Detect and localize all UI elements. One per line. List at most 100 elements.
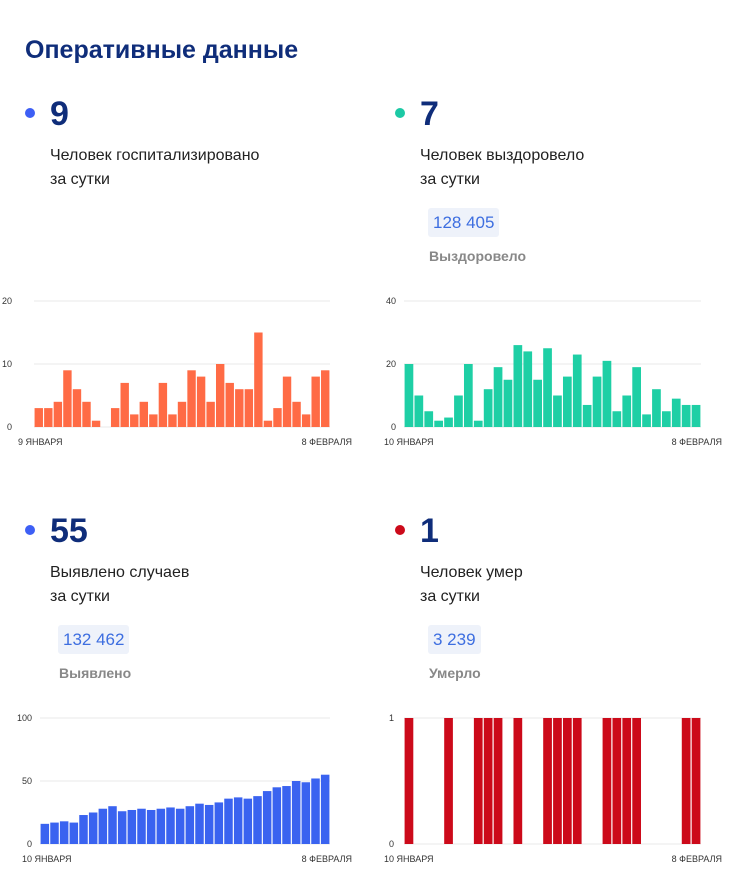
cases-bar-19 [224, 798, 233, 844]
deaths-bar-20 [602, 718, 612, 844]
cases-bar-18 [214, 802, 224, 844]
deaths-y-tick-label-1: 1 [389, 713, 394, 723]
cases-bar-5 [88, 812, 98, 844]
deaths-y-tick-label-0: 0 [389, 839, 394, 849]
cases-bar-12 [156, 808, 166, 844]
cases-total-badge: 132 462 [58, 625, 130, 654]
recovered-bar-8 [483, 389, 493, 427]
cases-bar-17 [204, 804, 214, 844]
deaths-bar-21 [612, 718, 622, 844]
hospitalized-dot-icon [25, 108, 35, 118]
recovered-bar-15 [553, 395, 562, 427]
cases-description: Выявлено случаев за сутки [50, 564, 190, 605]
recovered-bar-13 [533, 379, 542, 427]
hospitalized-bar-21 [235, 389, 244, 427]
recovered-total-badge: 128 405 [428, 208, 500, 237]
cases-bar-26 [291, 781, 301, 844]
cases-bar-2 [59, 821, 69, 844]
cases-bar-10 [137, 808, 146, 844]
cases-bar-15 [185, 806, 195, 844]
deaths-bar-0 [404, 718, 414, 844]
cases-bar-6 [98, 808, 108, 844]
hospitalized-bar-1 [44, 408, 53, 427]
recovered-bar-20 [602, 360, 612, 427]
deaths-bar-7 [473, 718, 483, 844]
hospitalized-bar-29 [311, 376, 320, 427]
hospitalized-y-tick-label-0: 0 [7, 422, 12, 432]
hospitalized-bar-8 [110, 408, 120, 427]
deaths-bar-9 [493, 718, 503, 844]
deaths-bar-17 [572, 718, 582, 844]
cases-y-tick-label-2: 100 [17, 713, 32, 723]
recovered-bar-2 [424, 411, 434, 427]
cases-dot-icon [25, 525, 35, 535]
hospitalized-bar-24 [263, 420, 273, 427]
deaths-dot-icon [395, 525, 405, 535]
deaths-bar-22 [622, 718, 632, 844]
recovered-bar-7 [473, 420, 483, 427]
hospitalized-chart: 0 10 20 9 ЯНВАРЯ 8 ФЕВРАЛЯ [2, 296, 352, 447]
deaths-bar-4 [444, 718, 453, 844]
cases-bar-21 [243, 798, 253, 844]
deaths-bar-29 [691, 718, 701, 844]
recovered-bar-9 [493, 367, 503, 427]
cases-bar-8 [117, 811, 127, 844]
deaths-chart: 0 1 10 ЯНВАРЯ 8 ФЕВРАЛЯ [384, 713, 722, 864]
cases-bar-25 [282, 786, 291, 844]
recovered-bar-23 [632, 367, 641, 427]
recovered-bar-27 [671, 398, 681, 427]
hospitalized-bar-13 [158, 382, 168, 427]
hospitalized-bar-10 [130, 414, 139, 427]
recovered-bar-5 [454, 395, 463, 427]
recovered-x-end-label: 8 ФЕВРАЛЯ [672, 437, 722, 447]
cases-bar-11 [146, 809, 156, 844]
cases-bar-4 [79, 815, 88, 844]
recovered-y-tick-label-2: 40 [386, 296, 396, 306]
cases-bar-29 [320, 774, 330, 844]
recovered-dot-icon [395, 108, 405, 118]
hospitalized-bar-14 [168, 414, 177, 427]
cases-total-label: Выявлено [59, 665, 132, 681]
deaths-bar-28 [681, 718, 691, 844]
recovered-bar-11 [513, 345, 523, 427]
hospitalized-bar-11 [139, 401, 149, 427]
cases-bar-9 [127, 809, 137, 844]
recovered-bar-0 [404, 364, 414, 427]
cases-count: 55 [50, 512, 88, 550]
cases-bar-24 [272, 787, 282, 844]
recovered-bar-3 [434, 420, 443, 427]
deaths-count: 1 [420, 512, 439, 550]
hospitalized-description: Человек госпитализировано за сутки [50, 147, 260, 188]
cases-bar-22 [253, 796, 262, 844]
recovered-bar-4 [444, 417, 453, 427]
cases-bar-13 [166, 807, 175, 844]
hospitalized-bar-20 [225, 382, 234, 427]
cases-y-tick-label-0: 0 [27, 839, 32, 849]
cases-bar-14 [175, 808, 185, 844]
deaths-bar-23 [632, 718, 641, 844]
recovered-bar-22 [622, 395, 632, 427]
recovered-bar-18 [582, 404, 592, 427]
hospitalized-bar-22 [244, 389, 254, 427]
recovered-bar-21 [612, 411, 622, 427]
deaths-bar-11 [513, 718, 523, 844]
hospitalized-x-start-label: 9 ЯНВАРЯ [18, 437, 63, 447]
cases-x-start-label: 10 ЯНВАРЯ [22, 854, 72, 864]
recovered-bar-17 [572, 354, 582, 427]
deaths-bar-16 [562, 718, 572, 844]
hospitalized-bar-23 [254, 332, 263, 427]
cases-bar-27 [301, 782, 311, 844]
cases-bar-0 [40, 823, 50, 844]
recovered-bar-25 [652, 389, 661, 427]
hospitalized-bar-6 [91, 420, 101, 427]
recovered-y-tick-label-0: 0 [391, 422, 396, 432]
recovered-bar-28 [681, 404, 691, 427]
hospitalized-bar-15 [177, 401, 187, 427]
recovered-bar-16 [562, 376, 572, 427]
recovered-bar-24 [642, 414, 651, 427]
recovered-total-label: Выздоровело [429, 248, 527, 264]
deaths-x-end-label: 8 ФЕВРАЛЯ [672, 854, 722, 864]
deaths-x-start-label: 10 ЯНВАРЯ [384, 854, 434, 864]
hospitalized-x-end-label: 8 ФЕВРАЛЯ [302, 437, 352, 447]
recovered-bar-19 [592, 376, 602, 427]
